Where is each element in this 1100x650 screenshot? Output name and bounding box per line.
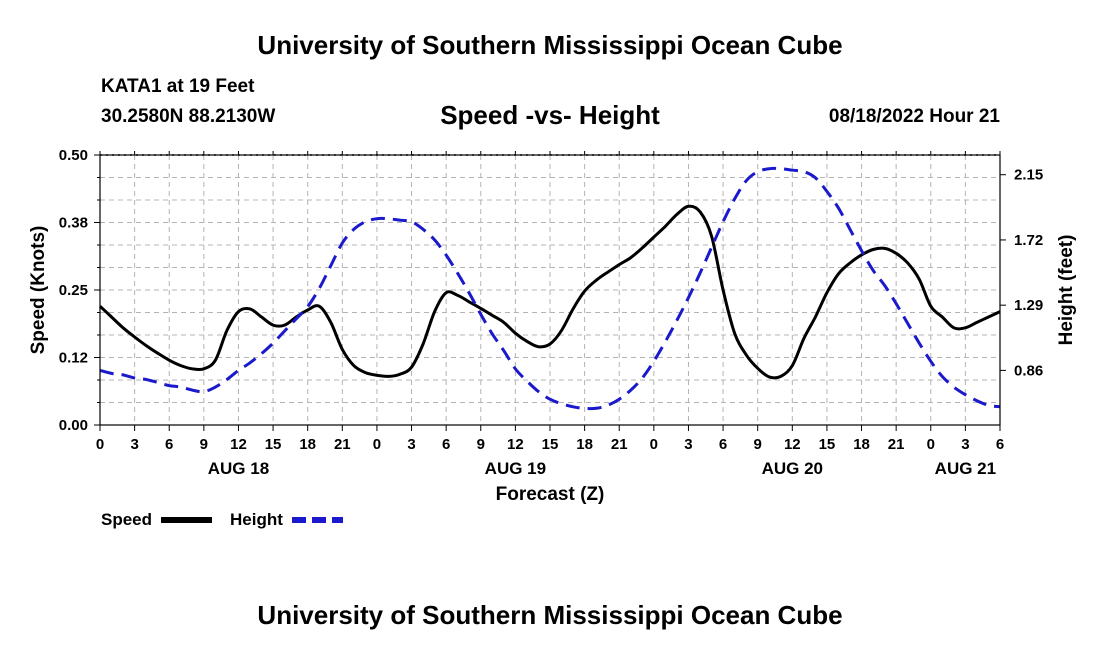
x-tick-label: 18 — [853, 436, 870, 453]
y2-tick-label: 2.15 — [1014, 167, 1043, 184]
x-tick-label: 21 — [611, 436, 628, 453]
legend-label-speed: Speed — [101, 510, 152, 529]
y-tick-label: 0.50 — [59, 147, 88, 164]
x-tick-label: 0 — [927, 436, 935, 453]
x-tick-label: 6 — [719, 436, 727, 453]
series-line-speed — [98, 204, 1001, 380]
x-tick-label: 6 — [442, 436, 450, 453]
x-tick-label: 12 — [507, 436, 524, 453]
x-tick-label: 9 — [200, 436, 208, 453]
x-tick-label: 21 — [888, 436, 905, 453]
coordinates-label: 30.2580N 88.2130W — [101, 106, 276, 127]
y-tick-label: 0.00 — [59, 417, 88, 434]
x-tick-label: 3 — [130, 436, 138, 453]
station-label: KATA1 at 19 Feet — [101, 76, 255, 97]
y-axis-title: Speed (Knots) — [28, 226, 49, 355]
series-line-height — [99, 166, 1001, 411]
date-label: AUG 20 — [762, 459, 823, 478]
y-tick-label: 0.12 — [59, 350, 88, 367]
x-tick-label: 21 — [334, 436, 351, 453]
x-tick-label: 9 — [477, 436, 485, 453]
x-tick-label: 0 — [650, 436, 658, 453]
x-tick-label: 15 — [819, 436, 836, 453]
legend: Speed Height — [101, 510, 343, 529]
x-tick-label: 3 — [407, 436, 415, 453]
datetime-label: 08/18/2022 Hour 21 — [828, 106, 1000, 127]
x-tick-label: 6 — [165, 436, 173, 453]
x-tick-label: 18 — [299, 436, 316, 453]
x-tick-label: 12 — [230, 436, 247, 453]
x-tick-label: 18 — [576, 436, 593, 453]
date-label: AUG 19 — [485, 459, 546, 478]
axes: 0 3 6 9 12 15 18 21 0 3 6 9 12 15 18 21 0 3 6 9 12 15 18 21 0 3 6A… — [59, 147, 1043, 478]
legend-label-height: Height — [230, 510, 283, 529]
grid — [100, 154, 1000, 425]
y-tick-label: 0.25 — [59, 282, 88, 299]
x-tick-label: 15 — [542, 436, 559, 453]
x-tick-label: 12 — [784, 436, 801, 453]
y2-axis-title: Height (feet) — [1056, 235, 1077, 346]
series-layer — [98, 166, 1001, 411]
footer-title: University of Southern Mississippi Ocean… — [257, 600, 843, 630]
y-tick-label: 0.38 — [59, 215, 88, 232]
x-axis-title: Forecast (Z) — [496, 484, 605, 505]
x-tick-label: 3 — [961, 436, 969, 453]
x-tick-label: 3 — [684, 436, 692, 453]
page-title: University of Southern Mississippi Ocean… — [257, 30, 843, 60]
x-tick-label: 15 — [265, 436, 282, 453]
date-label: AUG 18 — [208, 459, 269, 478]
x-tick-label: 9 — [754, 436, 762, 453]
x-tick-label: 6 — [996, 436, 1004, 453]
axis-labels: Forecast (Z) Speed (Knots) Height (feet) — [28, 226, 1077, 505]
chart-subtitle: Speed -vs- Height — [440, 100, 660, 130]
y2-tick-label: 1.29 — [1014, 297, 1043, 314]
date-label: AUG 21 — [935, 459, 996, 478]
y2-tick-label: 1.72 — [1014, 232, 1043, 249]
x-tick-label: 0 — [373, 436, 381, 453]
x-tick-label: 0 — [96, 436, 104, 453]
y2-tick-label: 0.86 — [1014, 362, 1043, 379]
